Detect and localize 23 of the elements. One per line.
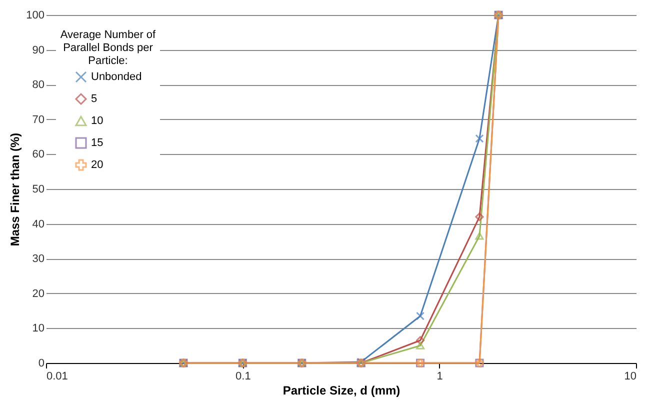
y-tick-label: 30 bbox=[32, 253, 44, 266]
y-tick-label: 70 bbox=[32, 114, 44, 126]
y-tick-label: 10 bbox=[32, 322, 44, 335]
legend-label: 10 bbox=[91, 115, 104, 127]
y-axis-title: Mass Finer than (%) bbox=[8, 132, 22, 246]
y-tick-label: 60 bbox=[32, 148, 44, 161]
legend-label: Unbonded bbox=[91, 71, 142, 83]
x-tick-label: 1 bbox=[436, 370, 443, 382]
y-tick-label: 50 bbox=[32, 184, 44, 196]
x-tick-label: 0.01 bbox=[46, 370, 68, 382]
y-tick-label: 0 bbox=[38, 358, 44, 370]
y-tick-label: 90 bbox=[32, 44, 44, 56]
legend-title: Average Number of Parallel Bonds per Particle: bbox=[60, 29, 157, 67]
x-tick-label: 0.1 bbox=[236, 370, 251, 382]
x-tick-label: 10 bbox=[624, 370, 636, 382]
y-tick-label: 80 bbox=[32, 79, 44, 92]
y-tick-label: 40 bbox=[32, 218, 44, 230]
y-tick-label: 20 bbox=[32, 288, 44, 300]
legend-label: 5 bbox=[91, 93, 98, 105]
y-tick-label: 100 bbox=[26, 10, 44, 22]
legend-label: 20 bbox=[91, 159, 104, 171]
legend-label: 15 bbox=[91, 137, 104, 149]
x-axis-title: Particle Size, d (mm) bbox=[282, 384, 400, 398]
